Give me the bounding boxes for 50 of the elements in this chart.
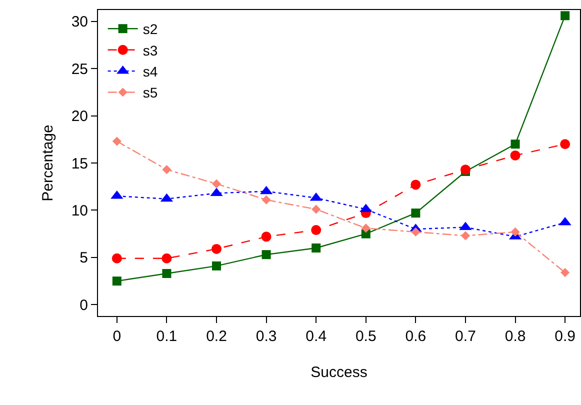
legend-label: s5	[142, 84, 158, 101]
point	[162, 253, 172, 264]
point	[510, 140, 520, 149]
y-tick-label: 20	[71, 108, 88, 126]
point	[212, 244, 222, 254]
legend-label: s4	[142, 64, 158, 80]
y-tick-label: 0	[80, 296, 88, 314]
x-tick-label: 0.3	[256, 328, 277, 345]
legend-label: s3	[142, 42, 158, 58]
point	[261, 232, 272, 242]
x-tick-label: 0.9	[554, 328, 576, 345]
point	[361, 224, 370, 233]
point	[411, 208, 420, 218]
point	[112, 253, 122, 264]
point	[510, 150, 520, 160]
legend-label: s2	[142, 21, 158, 38]
point	[410, 180, 421, 190]
point	[510, 227, 520, 236]
point	[112, 276, 122, 286]
y-tick-label: 5	[80, 250, 88, 267]
point	[112, 136, 122, 146]
x-tick-label: 0.4	[306, 328, 327, 345]
point	[311, 225, 322, 236]
point	[312, 204, 321, 214]
x-tick-label: 0.2	[206, 328, 227, 345]
y-tick-label: 15	[71, 155, 88, 172]
x-axis-title: Success	[310, 364, 368, 381]
point	[262, 250, 271, 260]
point	[411, 227, 420, 236]
point	[312, 244, 321, 252]
y-tick-label: 25	[71, 60, 88, 78]
x-tick-label: 0	[112, 328, 122, 345]
x-tick-label: 0.5	[355, 328, 376, 345]
y-tick-label: 30	[71, 14, 88, 31]
y-tick-label: 10	[71, 202, 88, 220]
point	[212, 179, 222, 188]
y-axis-title: Percentage	[40, 124, 57, 202]
point	[162, 165, 172, 174]
point	[262, 195, 271, 204]
x-tick-label: 0.6	[405, 328, 426, 345]
x-tick-label: 0.8	[504, 328, 526, 345]
point	[560, 11, 570, 20]
point	[460, 164, 470, 175]
point	[560, 139, 570, 150]
x-tick-label: 0.1	[156, 328, 178, 345]
point	[212, 261, 222, 270]
x-tick-label: 0.7	[455, 328, 476, 345]
point	[560, 268, 570, 278]
point	[460, 231, 470, 240]
point	[162, 269, 172, 278]
